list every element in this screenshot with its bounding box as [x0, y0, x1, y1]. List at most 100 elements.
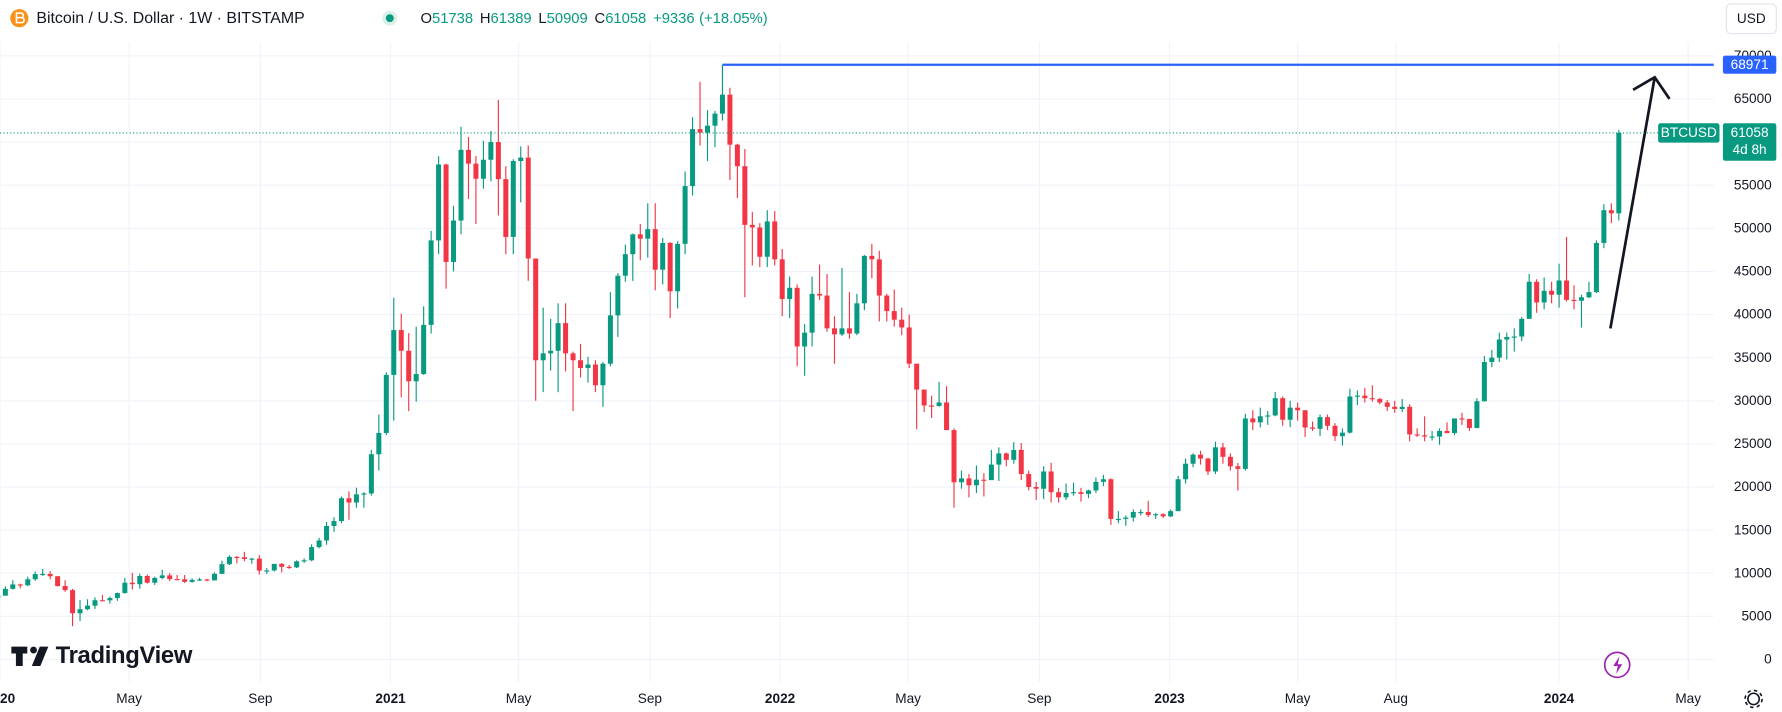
candle-body: [600, 363, 606, 386]
candle-body: [719, 94, 725, 114]
overlays: [0, 63, 1714, 329]
candle-body: [1616, 132, 1622, 214]
candle-body: [854, 303, 860, 334]
candle-body: [40, 573, 46, 576]
settings-gear-teeth: [1744, 689, 1763, 709]
candle-body: [114, 593, 120, 599]
x-tick-label: 2022: [765, 691, 796, 706]
symbol-title[interactable]: Bitcoin / U.S. Dollar · 1W · BITSTAMP: [36, 10, 304, 27]
candle-body: [1272, 398, 1278, 416]
candle-body: [615, 275, 621, 316]
x-tick-label: 2020: [0, 691, 16, 706]
candle-body: [682, 186, 688, 244]
candle-body: [712, 113, 718, 126]
candle-body: [1287, 407, 1293, 420]
candle-body: [152, 577, 158, 583]
candle-body: [1115, 518, 1121, 521]
candle-body: [1437, 430, 1443, 437]
candle-body: [1257, 416, 1263, 423]
currency-button[interactable]: [1725, 3, 1777, 35]
candle-body: [1399, 406, 1405, 409]
candle-body: [809, 293, 815, 333]
symbol-icon-glyph: [15, 12, 25, 24]
x-tick-label: Sep: [248, 691, 272, 706]
candle-body: [1026, 474, 1032, 488]
candle-body: [876, 259, 882, 296]
candle-body: [1429, 436, 1435, 438]
candle-body: [1048, 471, 1054, 493]
x-tick-label: May: [1675, 691, 1701, 706]
candle-body: [727, 94, 733, 145]
candle-body: [1093, 481, 1099, 491]
candle-body: [324, 525, 330, 541]
candle-body: [891, 311, 897, 320]
candle-body: [226, 556, 232, 565]
candle-body: [914, 363, 920, 390]
header: Bitcoin / U.S. Dollar · 1W · BITSTAMP O5…: [10, 3, 1777, 35]
candle-body: [1332, 425, 1338, 437]
candle-body: [742, 166, 748, 225]
brand-logo-slash: [31, 646, 49, 666]
candle-body: [1422, 435, 1428, 437]
candle-body: [503, 179, 509, 237]
candle-body: [1519, 318, 1525, 337]
candle-body: [525, 157, 531, 259]
candle-body: [667, 242, 673, 292]
candle-body: [1377, 399, 1383, 403]
level-price-tag: [1722, 55, 1777, 74]
candle-body: [197, 579, 203, 581]
y-tick-label: 5000: [1741, 609, 1772, 624]
candle-body: [480, 159, 486, 179]
candle-body: [981, 479, 987, 481]
candle-body: [10, 584, 16, 589]
y-tick-label: 35000: [1734, 350, 1772, 365]
candle-body: [279, 563, 285, 567]
candle-body: [988, 464, 994, 481]
candle-body: [167, 575, 173, 580]
candle-body: [1526, 281, 1532, 319]
candle-body: [570, 353, 576, 361]
candle-body: [1541, 290, 1547, 303]
candle-body: [182, 579, 188, 582]
candle-body: [436, 164, 442, 241]
candle-body: [85, 605, 91, 610]
ohlc-key: C: [595, 11, 606, 27]
candle-body: [1310, 427, 1316, 429]
candle-body: [406, 350, 412, 382]
y-tick-label: 65000: [1734, 91, 1772, 106]
candle-body: [107, 598, 113, 601]
ohlc-legend: O51738 H61389 L50909 C61058 +9336 (+18.05%): [421, 11, 768, 27]
candle-body: [309, 547, 315, 561]
candle-body: [376, 432, 382, 455]
candle-body: [1608, 210, 1614, 214]
candle-body: [144, 575, 150, 583]
settings-button[interactable]: [1747, 692, 1761, 706]
candle-body: [1339, 432, 1345, 437]
candle-body: [1511, 336, 1517, 338]
candle-body: [510, 161, 516, 237]
y-tick-label: 55000: [1734, 177, 1772, 192]
candle-body: [1168, 511, 1174, 517]
candle-body: [174, 579, 180, 581]
candle-body: [563, 323, 569, 354]
candle-body: [1100, 479, 1106, 482]
currency-label[interactable]: USD: [1737, 11, 1766, 26]
ohlc-value: 61389: [491, 11, 532, 27]
y-tick-label: 15000: [1734, 522, 1772, 537]
ohlc-key: O: [421, 11, 433, 27]
candle-body: [234, 556, 240, 558]
brand-name[interactable]: TradingView: [56, 642, 193, 669]
candle-body: [1601, 210, 1607, 243]
market-status-dot[interactable]: [385, 14, 394, 23]
candle-body: [548, 350, 554, 354]
candle-body: [802, 332, 808, 347]
candle-body: [1123, 517, 1129, 519]
x-tick-label: May: [1285, 691, 1311, 706]
candle-body: [1153, 514, 1159, 516]
candle-body: [1593, 242, 1599, 293]
candle-body: [1235, 466, 1241, 469]
axes: 0 5000 10000 15000 20000 25000 30000 35000 40000…: [0, 48, 1777, 706]
candle-body: [929, 405, 935, 407]
candle-body: [533, 258, 539, 361]
